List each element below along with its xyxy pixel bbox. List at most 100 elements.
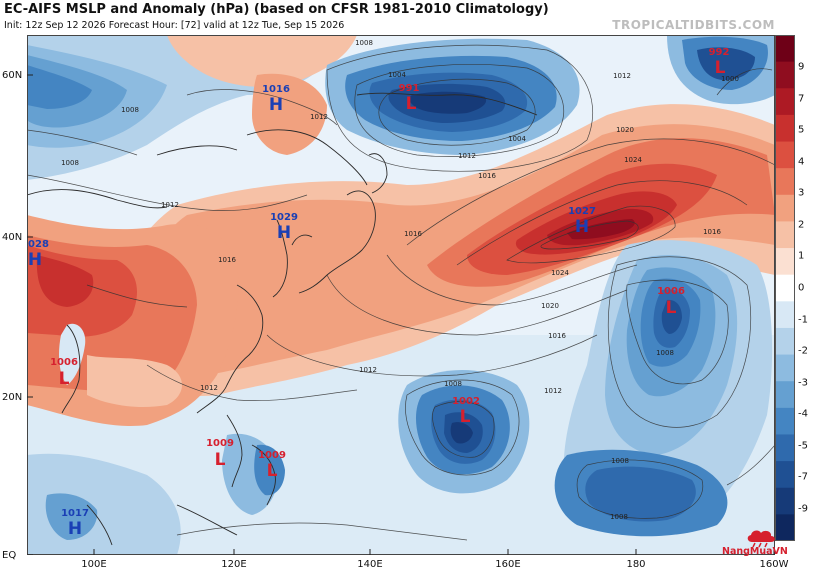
low-center-value: 1006	[50, 357, 78, 368]
colorbar-tick-label: 7	[798, 93, 805, 105]
colorbar-swatch	[775, 221, 795, 249]
colorbar-tick-label: 3	[798, 187, 805, 199]
isobar-label: 1008	[656, 349, 674, 357]
lon-label-160w: 160W	[759, 559, 789, 570]
colorbar-tick-label: -9	[798, 503, 808, 515]
colorbar-swatch	[775, 327, 795, 356]
colorbar-tick-label: -1	[798, 314, 808, 326]
isobar-label: 1000	[721, 75, 739, 83]
colorbar-swatch	[775, 354, 795, 382]
isobar-label: 1016	[478, 172, 496, 180]
low-center-value: 1009	[206, 438, 234, 449]
colorbar-tick-label: -5	[798, 440, 808, 452]
low-center-symbol: L	[215, 450, 226, 470]
high-center-value: 1017	[61, 508, 89, 519]
isobar-label: 1020	[541, 302, 559, 310]
high-center-symbol: H	[269, 95, 283, 115]
colorbar-tick-label: 0	[798, 282, 805, 294]
isobar-label: 1004	[388, 71, 406, 79]
isobar-label: 1012	[200, 384, 218, 392]
low-center-value: 1002	[452, 396, 480, 407]
isobar-label: 1016	[548, 332, 566, 340]
low-center-symbol: L	[406, 94, 417, 114]
isobar-label: 1020	[616, 126, 634, 134]
isobar-label: 1008	[611, 457, 629, 465]
colorbar-tick-label: -7	[798, 471, 808, 483]
colorbar-swatch	[775, 194, 795, 222]
isobar-label: 1016	[703, 228, 721, 236]
colorbar-tick-label: 9	[798, 61, 805, 73]
isobar-label: 1008	[61, 159, 79, 167]
colorbar-swatch	[775, 248, 795, 276]
isobar-label: 1012	[544, 387, 562, 395]
low-center-value: 1006	[657, 286, 685, 297]
isobar-label: 1012	[458, 152, 476, 160]
isobar-label: 1012	[359, 366, 377, 374]
logo-text: NangMuaVN	[722, 546, 788, 557]
low-center-symbol: L	[666, 298, 677, 318]
high-center-symbol: H	[28, 250, 42, 270]
colorbar-swatch	[775, 88, 795, 116]
high-center-value: 1029	[270, 212, 298, 223]
high-center-symbol: H	[68, 519, 82, 539]
lon-label-160e: 160E	[495, 559, 521, 570]
map-title: EC-AIFS MSLP and Anomaly (hPa) (based on…	[4, 2, 549, 17]
colorbar-swatch	[775, 35, 795, 63]
low-center-symbol: L	[715, 58, 726, 78]
isobar-label: 1012	[161, 201, 179, 209]
low-center-value: 992	[709, 47, 730, 58]
lon-label-180: 180	[626, 559, 646, 570]
colorbar-tick-label: -2	[798, 345, 808, 357]
low-center-value: 991	[399, 83, 420, 94]
colorbar-tick-label: -3	[798, 377, 808, 389]
lat-label-eq: EQ	[2, 550, 17, 561]
colorbar-swatch	[775, 514, 795, 541]
lat-label-60n: 60N	[2, 70, 23, 81]
low-center-symbol: L	[59, 369, 70, 389]
anomaly-map: 1016 H 1029 H 1028 H 1027 H 1017 H 991 L…	[27, 35, 775, 555]
colorbar-tick-label: 5	[798, 124, 805, 136]
colorbar-tick-label: 2	[798, 219, 805, 231]
cloud-rain-icon	[747, 530, 775, 548]
high-center-value: 1016	[262, 84, 290, 95]
lon-label-140e: 140E	[357, 559, 383, 570]
colorbar-swatch	[775, 114, 795, 143]
colorbar-tick-label: 1	[798, 250, 805, 262]
isobar-label: 1012	[613, 72, 631, 80]
isobar-label: 1008	[444, 380, 462, 388]
high-center-value: 1028	[27, 239, 49, 250]
isobar-label: 1016	[218, 256, 236, 264]
lon-label-120e: 120E	[221, 559, 247, 570]
low-center-symbol: L	[267, 461, 278, 481]
high-center-value: 1027	[568, 206, 596, 217]
isobar-label: 1024	[551, 269, 569, 277]
colorbar-swatch	[775, 434, 795, 462]
lat-label-20n: 20N	[2, 392, 23, 403]
isobar-label: 1008	[610, 513, 628, 521]
nangmua-logo: NangMuaVN	[722, 528, 804, 558]
colorbar-swatch	[775, 487, 795, 515]
lat-label-40n: 40N	[2, 232, 23, 243]
colorbar-swatch	[775, 274, 795, 302]
isobar-label: 1004	[508, 135, 526, 143]
isobar-label: 1012	[310, 113, 328, 121]
isobar-label: 1008	[121, 106, 139, 114]
colorbar-border	[775, 35, 795, 541]
colorbar-tick-label: -4	[798, 408, 808, 420]
low-center-symbol: L	[460, 407, 471, 427]
isobar-label: 1008	[355, 39, 373, 47]
colorbar-swatch	[775, 301, 795, 329]
high-center-symbol: H	[575, 217, 589, 237]
map-subtitle: Init: 12z Sep 12 2026 Forecast Hour: [72…	[4, 20, 345, 31]
colorbar-swatch	[775, 168, 795, 196]
colorbar-swatch	[775, 61, 795, 89]
isobar-label: 1024	[624, 156, 642, 164]
lon-label-100e: 100E	[81, 559, 107, 570]
low-center-value: 1009	[258, 450, 286, 461]
colorbar-swatch	[775, 407, 795, 435]
high-center-symbol: H	[277, 223, 291, 243]
anomaly-colorbar	[775, 35, 795, 541]
source-watermark: TROPICALTIDBITS.COM	[612, 18, 775, 32]
colorbar-tick-label: 4	[798, 156, 805, 168]
colorbar-swatch	[775, 381, 795, 409]
